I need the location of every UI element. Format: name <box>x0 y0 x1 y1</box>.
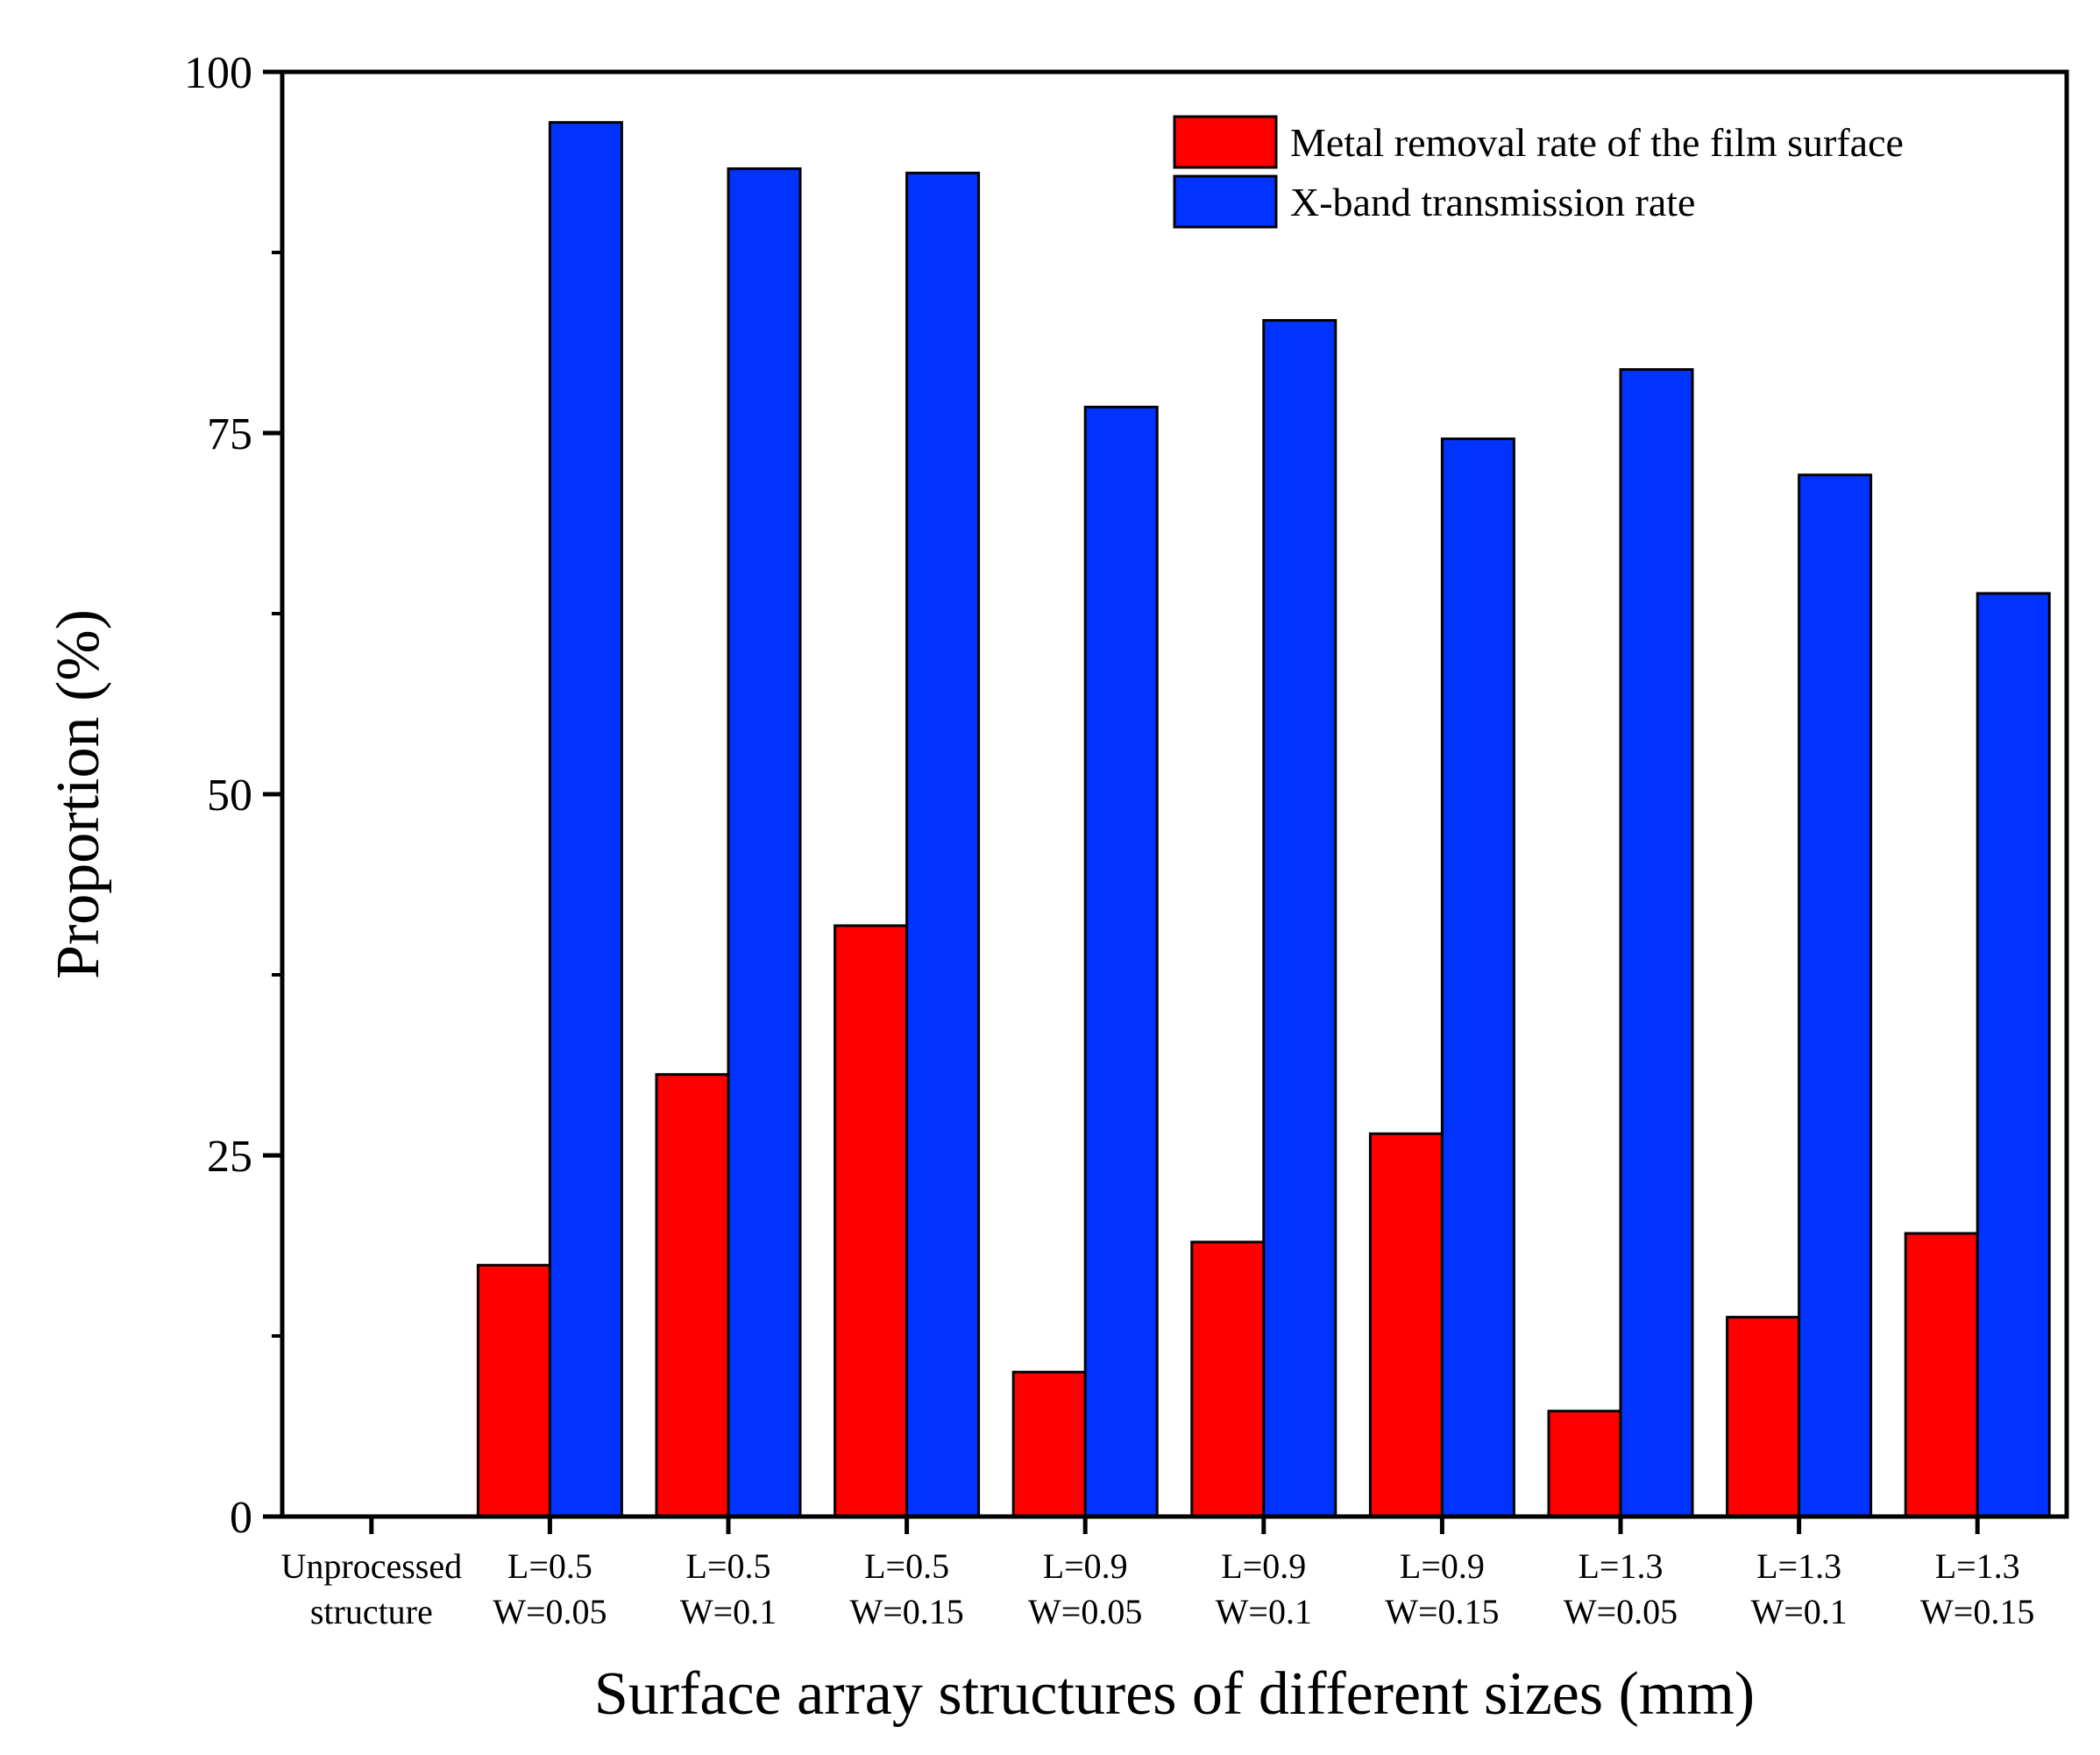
x-category-label: L=0.5 W=0.05 <box>493 1546 607 1631</box>
x-category-label-line: Unprocessed <box>280 1546 462 1586</box>
bar-xband-transmission-7 <box>1619 367 1694 1518</box>
bar-metal-removal-6 <box>1368 1132 1444 1518</box>
y-tick-label: 100 <box>184 48 252 98</box>
x-category-label-line: L=0.5 <box>686 1546 771 1586</box>
x-axis-title: Surface array structures of different si… <box>594 1660 1755 1728</box>
bar-xband-transmission-5 <box>1262 318 1337 1518</box>
x-category-label: L=0.9 W=0.15 <box>1385 1546 1499 1631</box>
x-category-label: Unprocessed structure <box>280 1546 462 1631</box>
bar-xband-transmission-1 <box>548 121 623 1518</box>
x-category-label: L=1.3 W=0.15 <box>1920 1546 2034 1631</box>
x-category-label-line: L=1.3 <box>1756 1546 1841 1586</box>
x-axis: Unprocessed structure L=0.5 W=0.05 L=0.5 W=0.… <box>280 1517 2034 1631</box>
bar-metal-removal-5 <box>1190 1240 1266 1518</box>
bar-xband-transmission-8 <box>1798 473 1873 1518</box>
x-category-label: L=0.9 W=0.1 <box>1216 1546 1312 1631</box>
x-category-label-line: W=0.05 <box>493 1592 607 1631</box>
x-category-label-line: L=1.3 <box>1935 1546 2020 1586</box>
x-category-label-line: L=0.5 <box>507 1546 592 1586</box>
bar-xband-transmission-2 <box>727 167 802 1518</box>
bar-metal-removal-8 <box>1726 1316 1801 1518</box>
bar-series-group <box>476 121 2051 1518</box>
x-category-label-line: W=0.15 <box>1385 1592 1499 1631</box>
bar-metal-removal-1 <box>476 1263 551 1518</box>
x-category-label-line: W=0.1 <box>1750 1592 1847 1631</box>
x-category-label-line: W=0.15 <box>849 1592 963 1631</box>
y-tick-label: 50 <box>207 771 252 821</box>
y-tick-label: 0 <box>230 1493 252 1543</box>
y-tick-label: 75 <box>207 409 252 459</box>
bar-xband-transmission-6 <box>1440 437 1515 1518</box>
x-category-label-line: W=0.05 <box>1564 1592 1678 1631</box>
x-category-label-line: L=0.5 <box>864 1546 949 1586</box>
bar-metal-removal-9 <box>1904 1232 1979 1518</box>
legend: Metal removal rate of the film surface X-… <box>1173 115 1904 229</box>
y-tick-label: 25 <box>207 1132 252 1182</box>
x-category-label-line: L=1.3 <box>1579 1546 1664 1586</box>
bar-xband-transmission-9 <box>1976 592 2051 1518</box>
x-category-label-line: W=0.1 <box>680 1592 777 1631</box>
x-category-label-line: L=0.9 <box>1221 1546 1306 1586</box>
x-category-label-line: W=0.1 <box>1216 1592 1312 1631</box>
legend-swatch-1 <box>1173 174 1278 229</box>
x-category-label: L=0.5 W=0.1 <box>680 1546 777 1631</box>
legend-label-1: X-band transmission rate <box>1290 180 1695 224</box>
y-axis-title: Proportion (%) <box>45 609 112 979</box>
bar-xband-transmission-3 <box>905 171 981 1518</box>
x-category-label-line: structure <box>310 1592 433 1631</box>
x-category-label-line: W=0.15 <box>1920 1592 2034 1631</box>
x-category-label: L=0.5 W=0.15 <box>849 1546 963 1631</box>
bar-xband-transmission-4 <box>1083 405 1159 1518</box>
x-category-label: L=1.3 W=0.05 <box>1564 1546 1678 1631</box>
x-category-label-line: L=0.9 <box>1043 1546 1128 1586</box>
x-category-label-line: W=0.05 <box>1028 1592 1142 1631</box>
legend-label-0: Metal removal rate of the film surface <box>1290 120 1904 165</box>
x-category-label: L=1.3 W=0.1 <box>1750 1546 1847 1631</box>
bar-metal-removal-2 <box>655 1073 730 1518</box>
bar-metal-removal-3 <box>834 924 909 1518</box>
bar-metal-removal-4 <box>1011 1370 1087 1518</box>
x-category-label: L=0.9 W=0.05 <box>1028 1546 1142 1631</box>
legend-swatch-0 <box>1173 115 1278 169</box>
y-axis: 0 25 50 75 100 <box>184 48 282 1543</box>
x-category-label-line: L=0.9 <box>1400 1546 1485 1586</box>
bar-metal-removal-7 <box>1547 1410 1622 1518</box>
